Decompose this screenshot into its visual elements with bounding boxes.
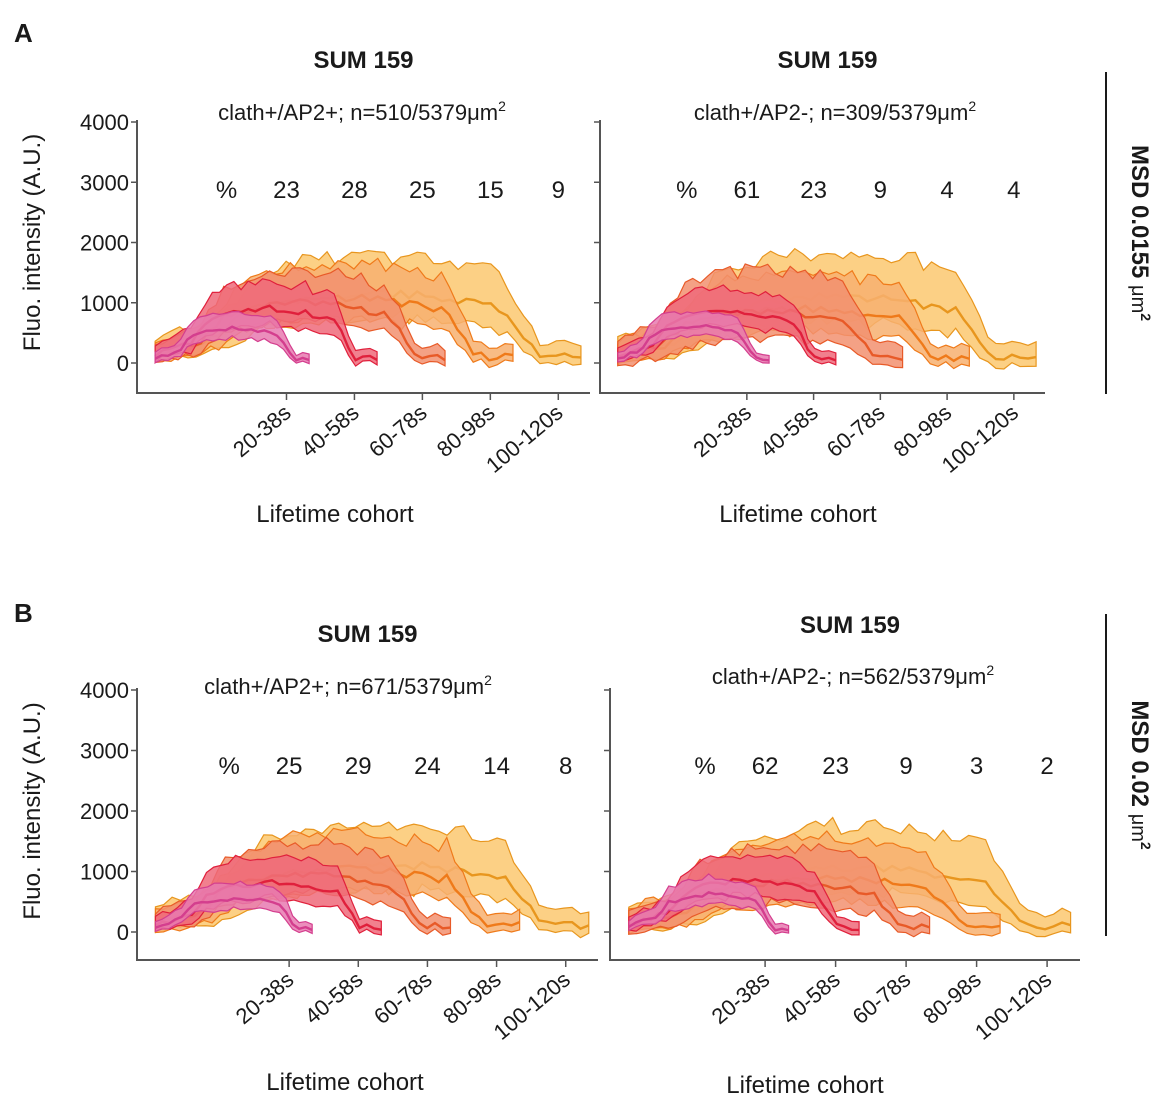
chart-subtitle: clath+/AP2-; n=562/5379μm2: [712, 662, 994, 689]
panel-letter-a: A: [14, 18, 33, 48]
percent-value: 2: [1040, 753, 1053, 780]
percent-symbol: %: [694, 753, 715, 780]
chart-panel-1: 0 1000 2000 3000 4000 Fluo. intensity (A.U.) S…: [19, 47, 590, 528]
y-tick-label: 3000: [80, 170, 129, 195]
chart-panel-2: SUM 159 clath+/AP2-; n=309/5379μm2% 61 23 9 4…: [594, 47, 1045, 528]
row-label-a: MSD 0.0155 μm2: [1126, 145, 1154, 321]
x-tick-label: 40-58s: [296, 400, 364, 462]
chart-subtitle: clath+/AP2-; n=309/5379μm2: [694, 98, 976, 125]
axes: [136, 120, 590, 394]
percent-value: 9: [552, 177, 565, 204]
axes: [599, 120, 1045, 394]
series-line-1: [617, 324, 770, 362]
x-tick-label: 40-58s: [755, 400, 823, 462]
percent-value: 25: [276, 753, 303, 780]
percent-value: 23: [822, 753, 849, 780]
x-axis-label: Lifetime cohort: [266, 1069, 424, 1096]
percent-value: 23: [273, 177, 300, 204]
series-line-1: [154, 325, 310, 362]
chart-panel-4: SUM 159 clath+/AP2-; n=562/5379μm2% 62 23 9 3…: [604, 612, 1080, 1097]
percent-value: 4: [940, 177, 953, 204]
percent-symbol: %: [676, 177, 697, 204]
panel-letter-b: B: [14, 598, 33, 628]
series-line-1: [155, 897, 313, 932]
x-tick-label: 100-120s: [489, 967, 575, 1045]
percent-value: 14: [483, 753, 510, 780]
percent-value: 23: [800, 177, 827, 204]
percent-value: 62: [752, 753, 779, 780]
x-tick-label: 20-38s: [231, 967, 299, 1029]
percent-value: 24: [414, 753, 441, 780]
y-tick-label: 4000: [80, 110, 129, 135]
row-label-b: MSD 0.02 μm2: [1126, 700, 1154, 850]
percent-value: 15: [477, 177, 504, 204]
axes: [609, 688, 1080, 961]
x-axis-label: Lifetime cohort: [719, 501, 877, 528]
x-tick-label: 20-38s: [228, 400, 296, 462]
chart-panel-3: 0 1000 2000 3000 4000 Fluo. intensity (A.U.) S…: [19, 621, 598, 1096]
percent-value: 3: [970, 753, 983, 780]
percent-value: 29: [345, 753, 372, 780]
x-tick-label: 100-120s: [481, 400, 567, 478]
x-axis-label: Lifetime cohort: [256, 501, 414, 528]
y-tick-label: 4000: [80, 678, 129, 703]
x-axis-label: Lifetime cohort: [726, 1072, 884, 1097]
y-axis-label: Fluo. intensity (A.U.): [19, 134, 46, 351]
series-band-1: [617, 310, 770, 364]
percent-value: 61: [733, 177, 760, 204]
chart-title: SUM 159: [777, 47, 877, 74]
x-tick-label: 20-38s: [707, 967, 775, 1029]
percent-symbol: %: [218, 753, 239, 780]
chart-title: SUM 159: [313, 47, 413, 74]
series-band-1: [628, 873, 790, 935]
chart-subtitle: clath+/AP2+; n=671/5379μm2: [204, 672, 492, 699]
y-axis-label: Fluo. intensity (A.U.): [19, 702, 46, 919]
series-band-1: [154, 310, 310, 365]
chart-subtitle: clath+/AP2+; n=510/5379μm2: [218, 98, 506, 125]
x-tick-label: 20-38s: [688, 400, 756, 462]
x-tick-label: 40-58s: [777, 967, 845, 1029]
y-tick-label: 0: [117, 351, 129, 376]
percent-value: 9: [899, 753, 912, 780]
svg-text:MSD 0.02 μm2: MSD 0.02 μm2: [1126, 700, 1154, 850]
chart-title: SUM 159: [317, 621, 417, 648]
series-line-1: [628, 891, 789, 932]
axes: [136, 688, 598, 961]
percent-value: 9: [874, 177, 887, 204]
y-tick-label: 2000: [80, 231, 129, 256]
x-tick-label: 100-120s: [970, 967, 1056, 1045]
percent-symbol: %: [216, 177, 237, 204]
x-tick-label: 40-58s: [300, 967, 368, 1029]
x-tick-label: 60-78s: [369, 967, 437, 1029]
percent-value: 25: [409, 177, 436, 204]
y-tick-label: 3000: [80, 739, 129, 764]
svg-text:MSD 0.0155 μm2: MSD 0.0155 μm2: [1126, 145, 1154, 321]
y-tick-label: 2000: [80, 799, 129, 824]
x-tick-label: 60-78s: [364, 400, 432, 462]
y-tick-label: 1000: [80, 291, 129, 316]
y-tick-label: 1000: [80, 860, 129, 885]
percent-value: 4: [1007, 177, 1020, 204]
percent-value: 28: [341, 177, 368, 204]
x-tick-label: 60-78s: [848, 967, 916, 1029]
x-tick-label: 60-78s: [822, 400, 890, 462]
percent-value: 8: [559, 753, 572, 780]
chart-title: SUM 159: [800, 612, 900, 639]
series-band-1: [154, 880, 313, 935]
y-tick-label: 0: [117, 920, 129, 945]
